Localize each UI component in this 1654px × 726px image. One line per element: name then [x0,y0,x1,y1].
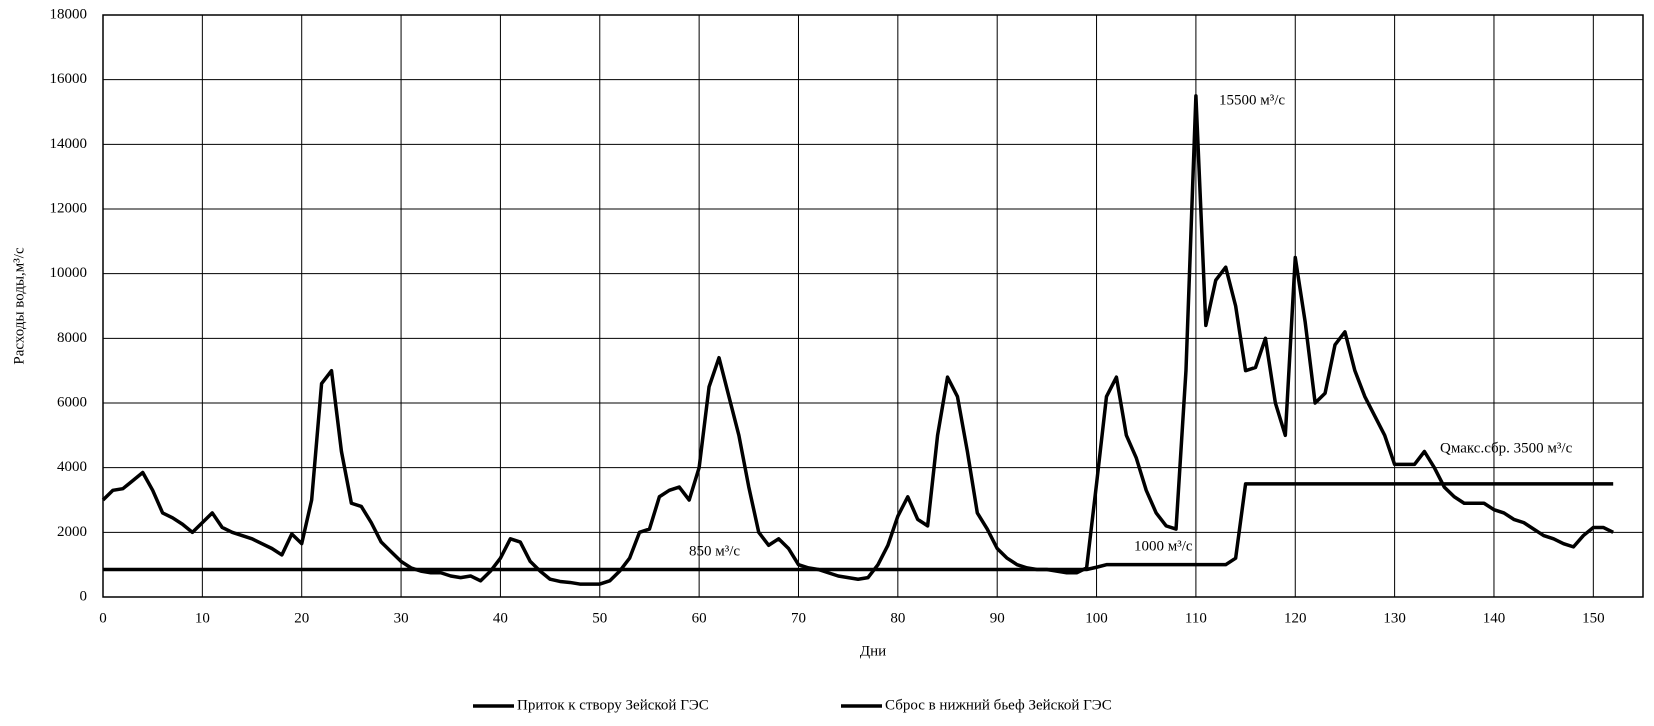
legend-label: Сброс в нижний бьеф Зейской ГЭС [885,697,1112,713]
x-tick-label: 130 [1383,610,1406,626]
y-tick-label: 8000 [57,330,87,346]
y-tick-label: 0 [80,588,88,604]
x-tick-label: 30 [394,610,409,626]
y-tick-label: 10000 [50,265,88,281]
x-tick-label: 90 [990,610,1005,626]
annotation: 15500 м³/с [1219,92,1285,108]
x-tick-label: 0 [99,610,107,626]
y-tick-label: 16000 [50,71,88,87]
y-tick-label: 6000 [57,394,87,410]
data-line [103,482,1614,572]
x-tick-label: 70 [791,610,806,626]
y-tick-label: 2000 [57,524,87,540]
x-tick-label: 60 [692,610,707,626]
x-tick-label: 120 [1284,610,1307,626]
x-tick-label: 50 [592,610,607,626]
y-tick-label: 18000 [50,6,88,22]
annotation: 1000 м³/с [1134,538,1193,554]
data-line [101,94,1614,586]
x-tick-label: 10 [195,610,210,626]
plot-frame [102,14,1644,598]
x-tick-label: 150 [1582,610,1605,626]
x-tick-label: 40 [493,610,508,626]
x-tick-label: 110 [1185,610,1207,626]
x-tick-label: 100 [1085,610,1108,626]
annotation: Qмакс.сбр. 3500 м³/с [1440,440,1573,456]
x-axis-label: Дни [860,643,886,659]
annotation: 850 м³/с [689,543,740,559]
x-tick-label: 20 [294,610,309,626]
x-tick-label: 140 [1483,610,1506,626]
y-tick-label: 4000 [57,459,87,475]
y-tick-label: 12000 [50,200,88,216]
y-tick-label: 14000 [50,136,88,152]
legend-label: Приток к створу Зейской ГЭС [517,697,709,713]
y-axis-label: Расходы воды,м³/с [11,247,27,365]
x-tick-label: 80 [890,610,905,626]
